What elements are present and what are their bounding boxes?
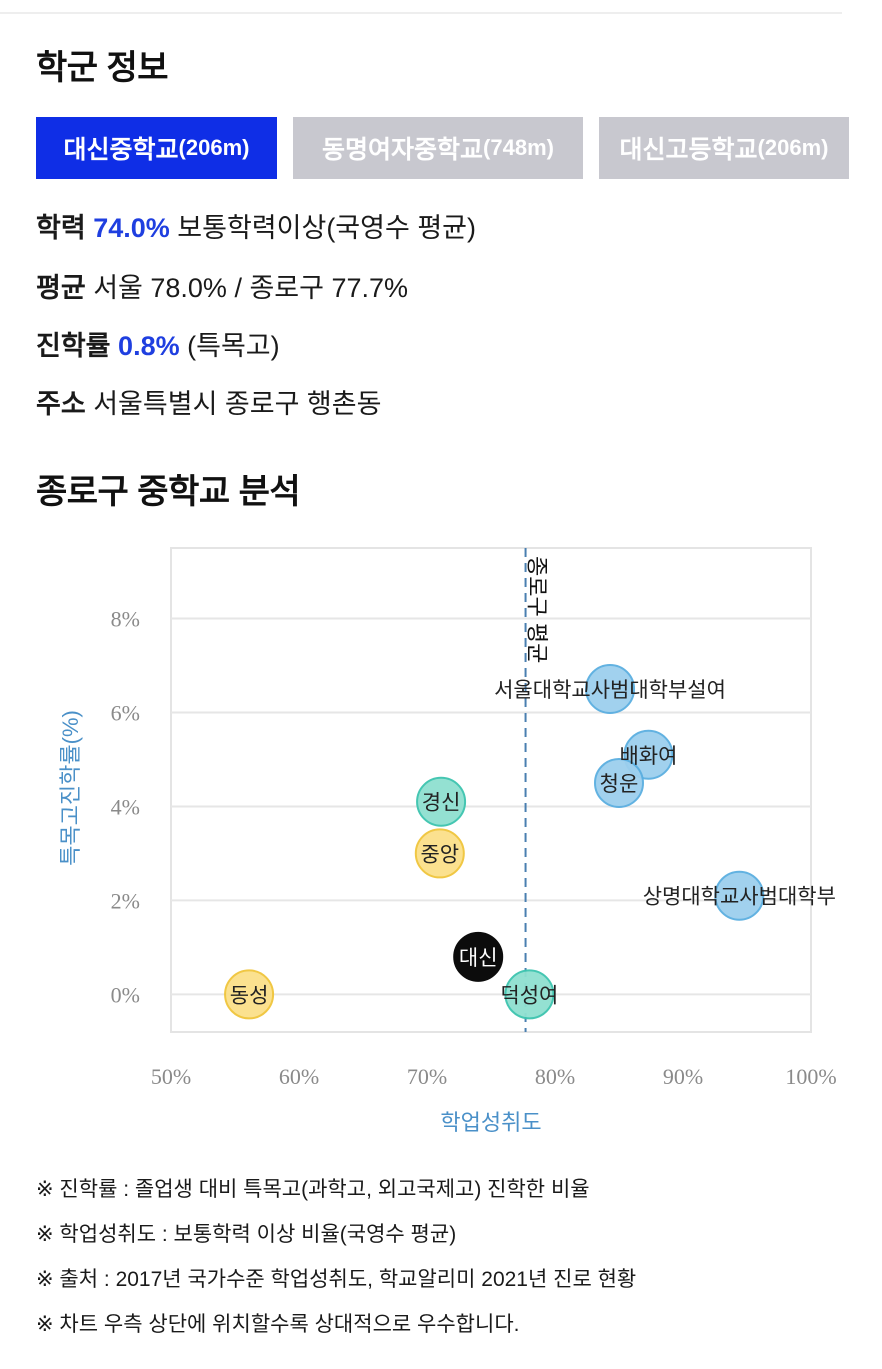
tab-label: 대신고등학교 [619,136,758,164]
bubble-black [453,931,504,982]
y-tick-label: 0% [111,982,140,1007]
top-divider [0,12,842,14]
academic-label: 학력 [36,213,86,243]
address-label: 주소 [36,389,86,419]
y-axis-label: 특목고진학률(%) [58,710,83,866]
x-tick-label: 70% [407,1064,447,1089]
note-achievement: ※ 학업성취도 : 보통학력 이상 비율(국영수 평균) [36,1223,457,1246]
tab-distance: (206m) [178,135,250,160]
bubble-label: 대신 [459,947,498,970]
academic-desc: 보통학력이상(국영수 평균) [177,213,477,243]
bubble-label: 청운 [600,773,639,796]
advance-value: 0.8% [118,331,180,361]
y-tick-label: 2% [111,888,140,913]
average-label: 평균 [36,273,86,303]
footnotes: ※ 진학률 : 졸업생 대비 특목고(과학고, 외고국제고) 진학한 비율 ※ … [36,1172,636,1352]
x-tick-label: 100% [785,1064,836,1089]
bubble-teal [504,969,555,1020]
tab-distance: (748m) [483,135,554,160]
tab-daeshin-middle[interactable]: 대신중학교 (206m) [36,117,277,179]
y-tick-label: 6% [111,700,140,725]
bubble-blue [594,757,644,808]
bubble-label: 중앙 [420,843,459,866]
bubble-yellow [414,828,465,879]
bubble-label: 배화여 [619,745,677,768]
address-text: 서울특별시 종로구 행촌동 [93,389,382,419]
tab-dongmyeong-girls-middle[interactable]: 동명여자중학교 (748m) [293,117,583,179]
tab-daeshin-high[interactable]: 대신고등학교 (206m) [599,117,849,179]
reference-line-label: 종로구 평균 [525,556,550,663]
bubble-teal [416,776,467,827]
bubble-label: 경신 [422,792,461,815]
x-axis-label: 학업성취도 [440,1110,541,1135]
average-row: 평균 서울 78.0% / 종로구 77.7% [36,266,408,305]
x-tick-label: 60% [279,1064,319,1089]
x-tick-label: 50% [151,1064,191,1089]
advance-desc: (특목고) [187,331,280,361]
scatter-chart-container: 0% 2% 4% 6% 8% 50% 60% 70% 80% 90% 100% 학업성취도 특목고진학률… [0,540,882,1150]
bubble-label: 동성 [230,984,269,1007]
bubble-label: 덕성여 [500,984,558,1007]
school-info-title: 학군 정보 [36,49,169,87]
bubble-label: 서울대학교사범대학부설여 [494,679,726,702]
tab-distance: (206m) [757,135,829,160]
bubble-yellow [224,969,275,1020]
advance-label: 진학률 [36,331,111,361]
x-tick-label: 80% [535,1064,575,1089]
note-interpretation: ※ 차트 우측 상단에 위치할수록 상대적으로 우수합니다. [36,1313,520,1336]
bubble-label: 상명대학교사범대학부 [643,886,836,909]
scatter-chart: 0% 2% 4% 6% 8% 50% 60% 70% 80% 90% 100% 학업성취도 특목고진학률… [58,547,837,1135]
academic-value: 74.0% [93,213,170,243]
note-source: ※ 출처 : 2017년 국가수준 학업성취도, 학교알리미 2021년 진로 … [36,1268,637,1291]
advance-row: 진학률 0.8% (특목고) [36,324,280,363]
y-tick-label: 4% [111,794,140,819]
tab-label: 동명여자중학교 [322,136,484,164]
bubble-blue [714,870,765,921]
bubble-blue [585,663,636,714]
average-text: 서울 78.0% / 종로구 77.7% [93,273,409,303]
analysis-title: 종로구 중학교 분석 [36,473,301,511]
y-tick-label: 8% [111,606,140,631]
school-tabs: 대신중학교 (206m) 동명여자중학교 (748m) 대신고등학교 (206m) [36,117,849,179]
academic-row: 학력 74.0% 보통학력이상(국영수 평균) [36,206,476,245]
note-advance-rate: ※ 진학률 : 졸업생 대비 특목고(과학고, 외고국제고) 진학한 비율 [36,1178,590,1201]
x-tick-label: 90% [663,1064,703,1089]
address-row: 주소 서울특별시 종로구 행촌동 [36,382,381,421]
tab-label: 대신중학교 [63,136,179,164]
